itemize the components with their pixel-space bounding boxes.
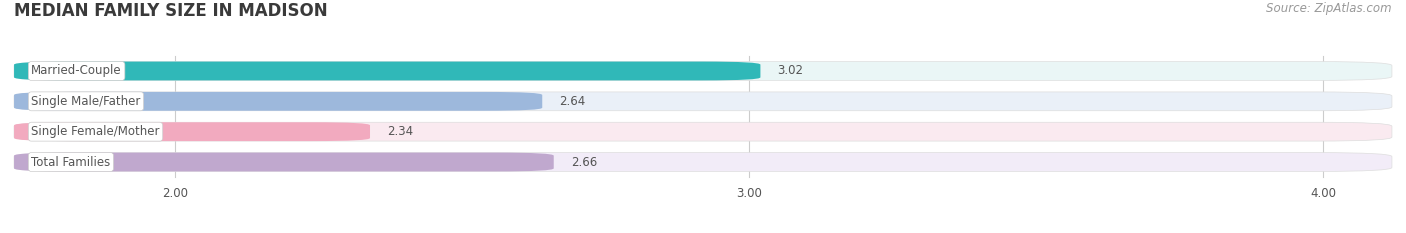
FancyBboxPatch shape (14, 92, 1392, 111)
Text: MEDIAN FAMILY SIZE IN MADISON: MEDIAN FAMILY SIZE IN MADISON (14, 2, 328, 20)
Text: Single Male/Father: Single Male/Father (31, 95, 141, 108)
FancyBboxPatch shape (14, 153, 1392, 171)
FancyBboxPatch shape (14, 62, 1392, 80)
FancyBboxPatch shape (14, 62, 761, 80)
Text: 3.02: 3.02 (778, 65, 804, 78)
FancyBboxPatch shape (14, 92, 543, 111)
FancyBboxPatch shape (14, 122, 1392, 141)
FancyBboxPatch shape (14, 153, 554, 171)
Text: Married-Couple: Married-Couple (31, 65, 122, 78)
Text: 2.66: 2.66 (571, 155, 598, 168)
Text: Source: ZipAtlas.com: Source: ZipAtlas.com (1267, 2, 1392, 15)
Text: Single Female/Mother: Single Female/Mother (31, 125, 160, 138)
Text: 2.64: 2.64 (560, 95, 586, 108)
Text: Total Families: Total Families (31, 155, 111, 168)
Text: 2.34: 2.34 (387, 125, 413, 138)
FancyBboxPatch shape (14, 122, 370, 141)
